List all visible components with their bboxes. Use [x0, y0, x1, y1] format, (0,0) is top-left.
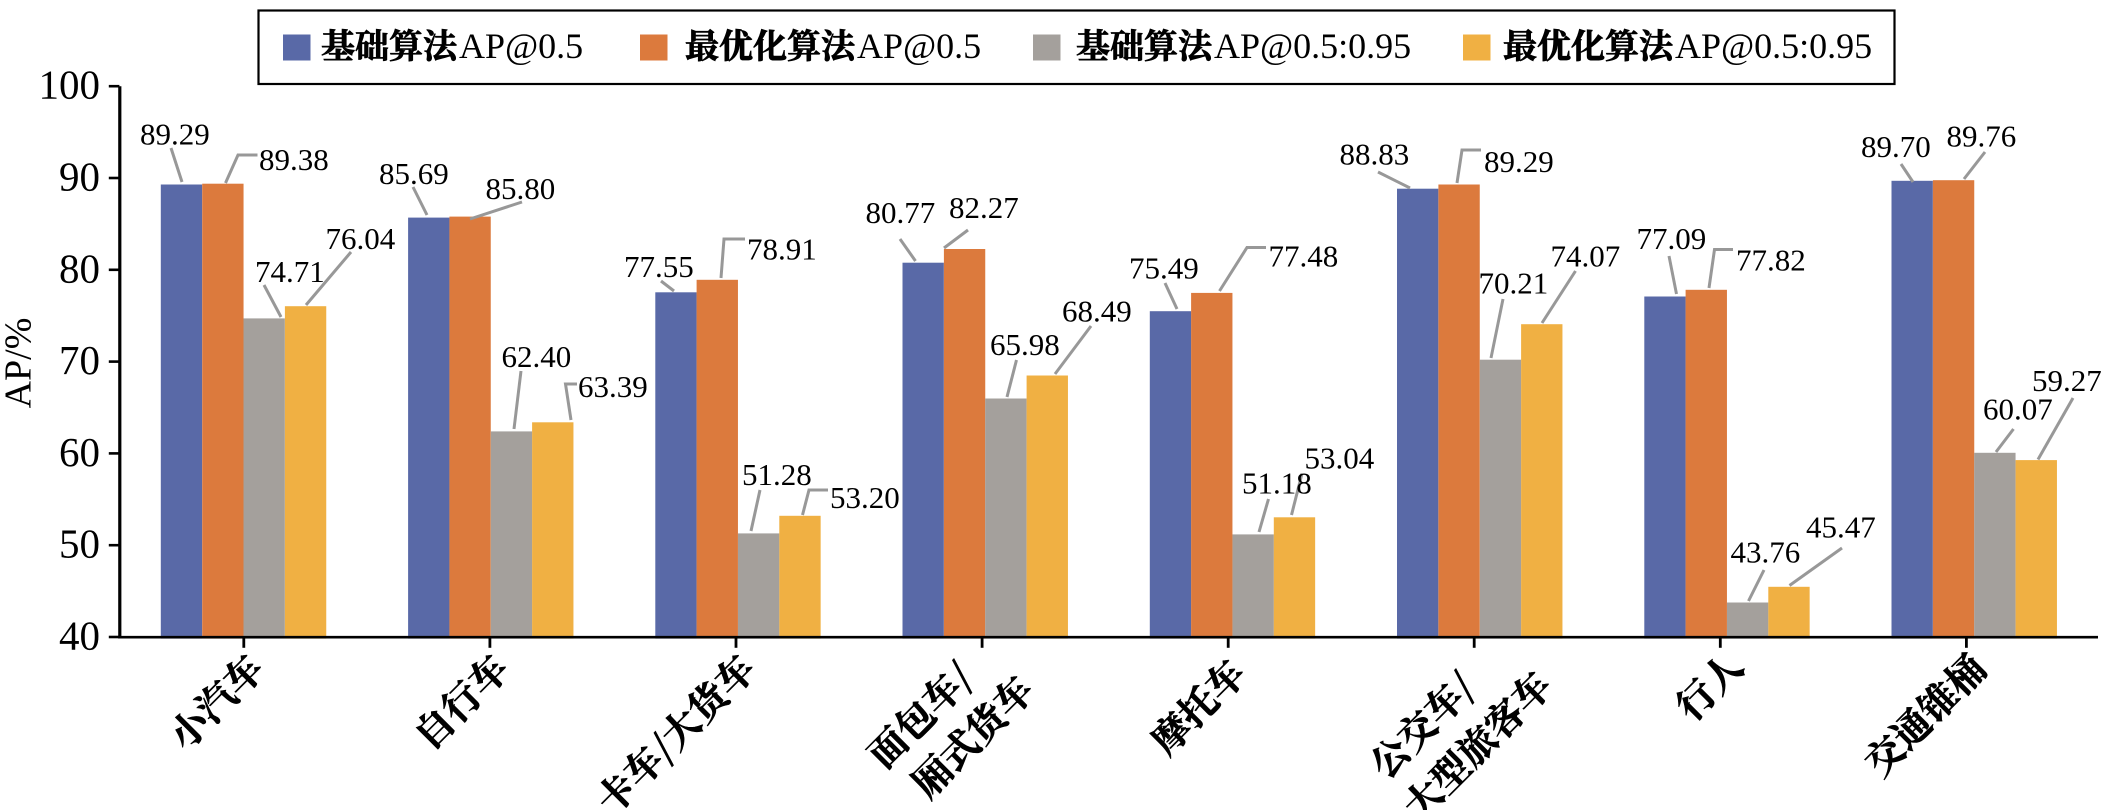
svg-text:60.07: 60.07: [1983, 392, 2053, 427]
svg-text:88.83: 88.83: [1340, 137, 1410, 172]
svg-text:60: 60: [59, 429, 100, 475]
svg-text:90: 90: [59, 154, 100, 200]
svg-text:40: 40: [59, 613, 100, 659]
svg-text:85.80: 85.80: [486, 171, 556, 206]
svg-text:50: 50: [59, 521, 100, 567]
svg-text:AP@0.5: AP@0.5: [459, 26, 583, 66]
svg-text:74.07: 74.07: [1551, 239, 1621, 274]
svg-text:74.71: 74.71: [255, 254, 325, 289]
svg-text:68.49: 68.49: [1062, 294, 1132, 329]
svg-text:77.55: 77.55: [624, 249, 694, 284]
svg-text:77.09: 77.09: [1637, 221, 1707, 256]
svg-text:63.39: 63.39: [578, 369, 648, 404]
svg-text:82.27: 82.27: [949, 190, 1019, 225]
svg-text:45.47: 45.47: [1806, 510, 1876, 545]
svg-text:89.76: 89.76: [1947, 119, 2017, 154]
svg-text:89.29: 89.29: [1484, 144, 1554, 179]
svg-text:51.28: 51.28: [742, 457, 812, 492]
svg-text:78.91: 78.91: [747, 232, 817, 267]
svg-text:80: 80: [59, 245, 100, 291]
svg-text:AP/%: AP/%: [0, 318, 40, 409]
svg-text:89.38: 89.38: [259, 142, 329, 177]
svg-text:62.40: 62.40: [502, 339, 572, 374]
svg-text:76.04: 76.04: [326, 221, 396, 256]
svg-text:85.69: 85.69: [379, 156, 449, 191]
svg-text:AP@0.5:0.95: AP@0.5:0.95: [1675, 26, 1872, 66]
svg-text:89.29: 89.29: [140, 117, 210, 152]
svg-text:70.21: 70.21: [1479, 266, 1549, 301]
svg-text:53.20: 53.20: [830, 480, 900, 515]
svg-text:59.27: 59.27: [2032, 363, 2102, 398]
svg-text:77.48: 77.48: [1269, 239, 1339, 274]
svg-text:AP@0.5:0.95: AP@0.5:0.95: [1214, 26, 1411, 66]
svg-text:65.98: 65.98: [990, 327, 1060, 362]
svg-text:51.18: 51.18: [1242, 466, 1312, 501]
svg-text:43.76: 43.76: [1731, 535, 1801, 570]
svg-text:80.77: 80.77: [866, 195, 936, 230]
svg-text:53.04: 53.04: [1305, 441, 1375, 476]
svg-text:77.82: 77.82: [1736, 243, 1806, 278]
svg-text:75.49: 75.49: [1129, 251, 1199, 286]
svg-text:70: 70: [59, 337, 100, 383]
svg-text:AP@0.5: AP@0.5: [857, 26, 981, 66]
svg-text:89.70: 89.70: [1861, 129, 1931, 164]
svg-text:100: 100: [39, 62, 101, 108]
